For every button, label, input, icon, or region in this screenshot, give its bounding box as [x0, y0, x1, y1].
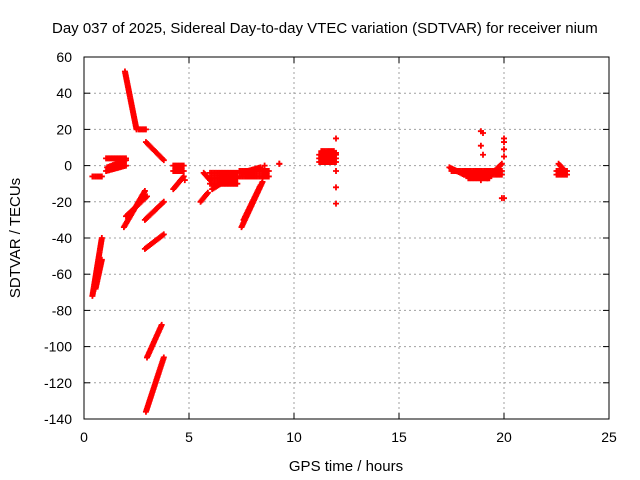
chart-title: Day 037 of 2025, Sidereal Day-to-day VTE…	[52, 20, 598, 37]
data-point	[501, 139, 507, 146]
y-tick-label: 40	[56, 85, 72, 101]
data-point	[257, 182, 264, 189]
x-tick-label: 10	[286, 429, 302, 445]
y-tick-label: 20	[56, 121, 72, 137]
y-tick-label: 0	[64, 158, 72, 174]
data-point	[180, 173, 187, 180]
x-tick-label: 15	[391, 429, 407, 445]
data-point	[564, 171, 570, 178]
data-point	[477, 177, 484, 184]
data-point	[333, 135, 339, 142]
y-tick-label: -20	[52, 194, 72, 210]
y-tick-label: -40	[52, 230, 72, 246]
data-point	[501, 146, 507, 153]
data-point	[498, 195, 505, 202]
y-tick-label: 60	[56, 49, 72, 65]
data-point	[333, 149, 339, 156]
x-tick-label: 0	[80, 429, 88, 445]
data-point	[142, 126, 149, 133]
data-point	[123, 157, 129, 164]
data-point	[160, 157, 167, 164]
y-axis-title: SDTVAR / TECUs	[7, 178, 24, 298]
data-point	[259, 178, 266, 185]
x-tick-label: 20	[496, 429, 512, 445]
x-axis-title: GPS time / hours	[289, 458, 403, 475]
x-tick-label: 5	[185, 429, 193, 445]
data-point	[276, 160, 283, 167]
data-point	[181, 177, 188, 184]
data-point	[265, 168, 272, 175]
data-point	[204, 189, 211, 196]
data-point	[98, 235, 105, 241]
data-point	[144, 193, 150, 200]
data-point	[333, 184, 339, 191]
data-point	[498, 160, 505, 167]
data-point	[561, 168, 568, 175]
data-point	[180, 168, 187, 175]
data-point	[141, 187, 148, 194]
data-point	[257, 164, 264, 171]
data-point	[333, 168, 339, 175]
data-point	[234, 180, 241, 187]
data-point	[160, 198, 167, 205]
data-point	[158, 321, 165, 328]
data-point	[160, 231, 167, 238]
data-point	[232, 171, 239, 178]
data-point	[98, 256, 105, 263]
data-point	[98, 173, 105, 180]
data-point	[333, 200, 339, 207]
data-point	[501, 153, 507, 160]
y-tick-label: -60	[52, 266, 72, 282]
grid-lines	[84, 57, 609, 419]
data-points	[89, 68, 570, 415]
y-tick-label: -100	[44, 339, 72, 355]
y-tick-label: -120	[44, 375, 72, 391]
data-point	[498, 171, 505, 178]
data-point	[480, 151, 486, 158]
x-tick-label: 25	[601, 429, 617, 445]
data-point	[123, 162, 129, 169]
data-point	[480, 130, 486, 137]
data-point	[261, 162, 268, 169]
y-tick-label: -80	[52, 302, 72, 318]
axis-ticks: 0 5 10 15 20 25 -140 -120 -100 -80 -60 -40 -20 0 20 40 6…	[44, 49, 617, 445]
data-point	[261, 173, 268, 180]
data-point	[180, 162, 187, 169]
data-point	[477, 142, 484, 149]
y-tick-label: -140	[44, 411, 72, 427]
data-point	[160, 354, 167, 361]
